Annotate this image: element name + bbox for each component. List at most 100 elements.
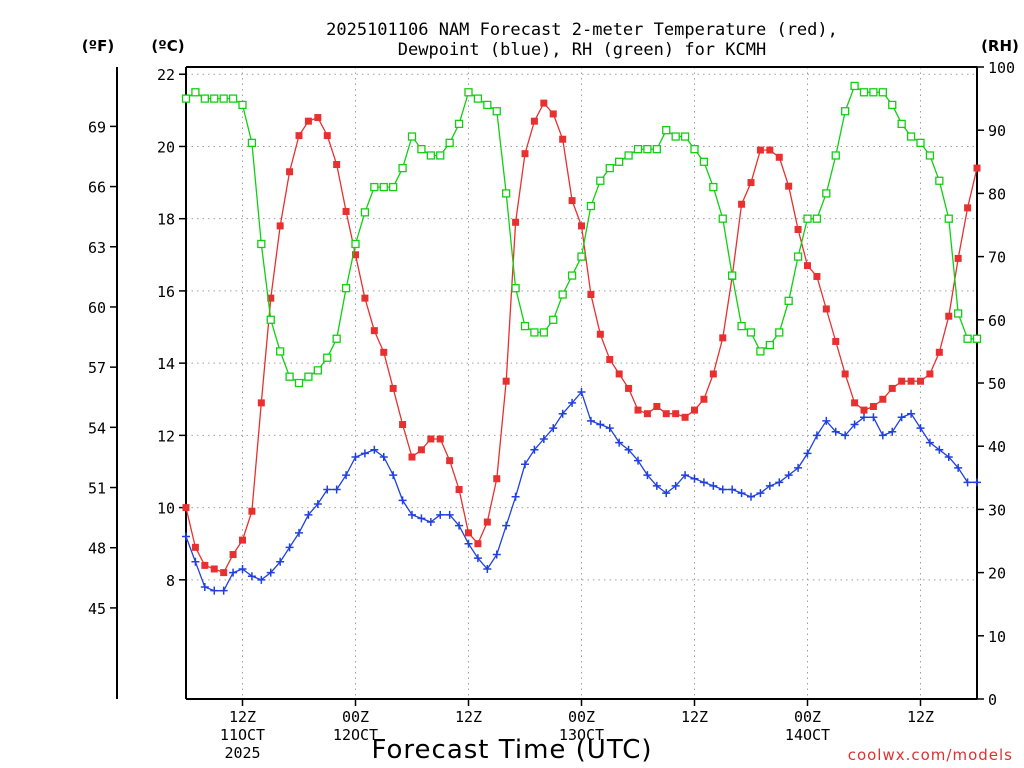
grid-lines: [186, 67, 977, 699]
rh-tick-label: 60: [988, 312, 1006, 330]
rh-point: [624, 151, 633, 160]
dewpoint-point: [182, 532, 190, 541]
dewpoint-point: [247, 572, 256, 581]
temperature-point: [738, 200, 746, 208]
dewpoint-point: [558, 409, 567, 418]
dewpoint-point: [455, 521, 464, 530]
temperature-point: [653, 402, 661, 410]
time-tick-label: 11OCT: [220, 726, 265, 744]
rh-point: [935, 176, 944, 185]
rh-point: [888, 100, 897, 110]
rh-point: [765, 340, 774, 350]
rh-point: [709, 182, 718, 192]
temperature-point: [370, 327, 378, 335]
rh-tick-label: 40: [988, 438, 1006, 456]
rh-point: [615, 157, 624, 166]
temperature-point: [926, 370, 934, 378]
temperature-point: [681, 413, 689, 421]
rh-point: [869, 88, 878, 97]
temperature-point: [898, 377, 906, 385]
celsius-unit-label: (ºC): [151, 37, 184, 55]
temperature-series: [182, 99, 981, 577]
dewpoint-point: [831, 427, 840, 436]
dewpoint-point: [718, 485, 727, 494]
rh-point: [200, 94, 209, 103]
dewpoint-point: [342, 471, 351, 480]
rh-point: [577, 252, 586, 261]
dewpoint-point: [860, 413, 868, 422]
dewpoint-point: [445, 510, 454, 519]
rh-point: [351, 239, 360, 249]
rh-point: [728, 271, 737, 280]
source-credit: coolwx.com/models: [848, 746, 1013, 764]
data-series: [181, 81, 982, 595]
temperature-point: [276, 222, 284, 230]
dewpoint-point: [897, 413, 906, 422]
dewpoint-point: [360, 449, 369, 458]
rh-tick-label: 20: [988, 565, 1006, 583]
temperature-point: [399, 421, 407, 429]
celsius-tick-label: 16: [157, 283, 175, 301]
dewpoint-point: [370, 445, 379, 454]
dewpoint-point: [473, 554, 482, 563]
rh-point: [210, 94, 219, 103]
temperature-point: [286, 168, 294, 176]
x-axis-label: Forecast Time (UTC): [371, 735, 652, 765]
rh-point: [549, 315, 558, 324]
dewpoint-series: [182, 388, 981, 595]
dewpoint-point: [210, 586, 219, 595]
temperature-point: [380, 348, 388, 356]
temperature-point: [342, 207, 350, 215]
temperature-point: [210, 565, 218, 573]
rh-point: [266, 315, 275, 324]
temperature-point: [973, 164, 981, 172]
dewpoint-point: [869, 413, 878, 422]
dewpoint-point: [511, 492, 520, 501]
temperature-point: [521, 150, 529, 158]
temperature-point: [804, 262, 811, 270]
dewpoint-point: [925, 438, 934, 447]
dewpoint-point: [954, 463, 963, 472]
time-tick-label: 12Z: [907, 708, 934, 726]
temperature-point: [257, 399, 265, 407]
temperature-point: [766, 146, 774, 154]
temperature-point: [964, 204, 972, 212]
temperature-point: [851, 399, 859, 407]
temperature-point: [220, 569, 228, 577]
celsius-tick-label: 18: [157, 211, 175, 229]
rh-point: [257, 239, 266, 249]
dewpoint-point: [605, 424, 614, 433]
rh-point: [652, 145, 661, 154]
rh-point: [294, 378, 304, 388]
temperature-point: [408, 453, 416, 461]
rh-point: [643, 145, 652, 154]
temperature-point: [436, 435, 444, 443]
time-tick-label: 13OCT: [559, 726, 604, 744]
temperature-point: [615, 370, 623, 378]
rh-point: [793, 252, 803, 261]
dewpoint-point: [963, 478, 972, 487]
rh-point: [454, 119, 464, 129]
fahrenheit-tick-label: 63: [88, 239, 106, 257]
dewpoint-point: [775, 478, 784, 487]
rh-point: [822, 189, 831, 198]
rh-point: [511, 284, 520, 293]
chart-title-line2: Dewpoint (blue), RH (green) for KCMH: [398, 40, 766, 60]
dewpoint-point: [652, 481, 661, 490]
rh-point: [784, 296, 793, 305]
time-tick-label: 00Z: [794, 708, 821, 726]
chart-title-line1: 2025101106 NAM Forecast 2-meter Temperat…: [326, 20, 838, 40]
rh-point: [699, 157, 709, 166]
fahrenheit-tick-label: 57: [88, 359, 106, 377]
temperature-point: [945, 312, 953, 320]
rh-point: [671, 132, 680, 141]
temperature-point: [248, 507, 256, 515]
rh-point: [737, 321, 746, 331]
dewpoint-point: [285, 543, 294, 552]
fahrenheit-tick-label: 69: [88, 118, 106, 136]
rh-point: [596, 176, 605, 185]
temperature-point: [568, 197, 576, 205]
rh-point: [219, 94, 228, 103]
dewpoint-point: [304, 510, 313, 519]
